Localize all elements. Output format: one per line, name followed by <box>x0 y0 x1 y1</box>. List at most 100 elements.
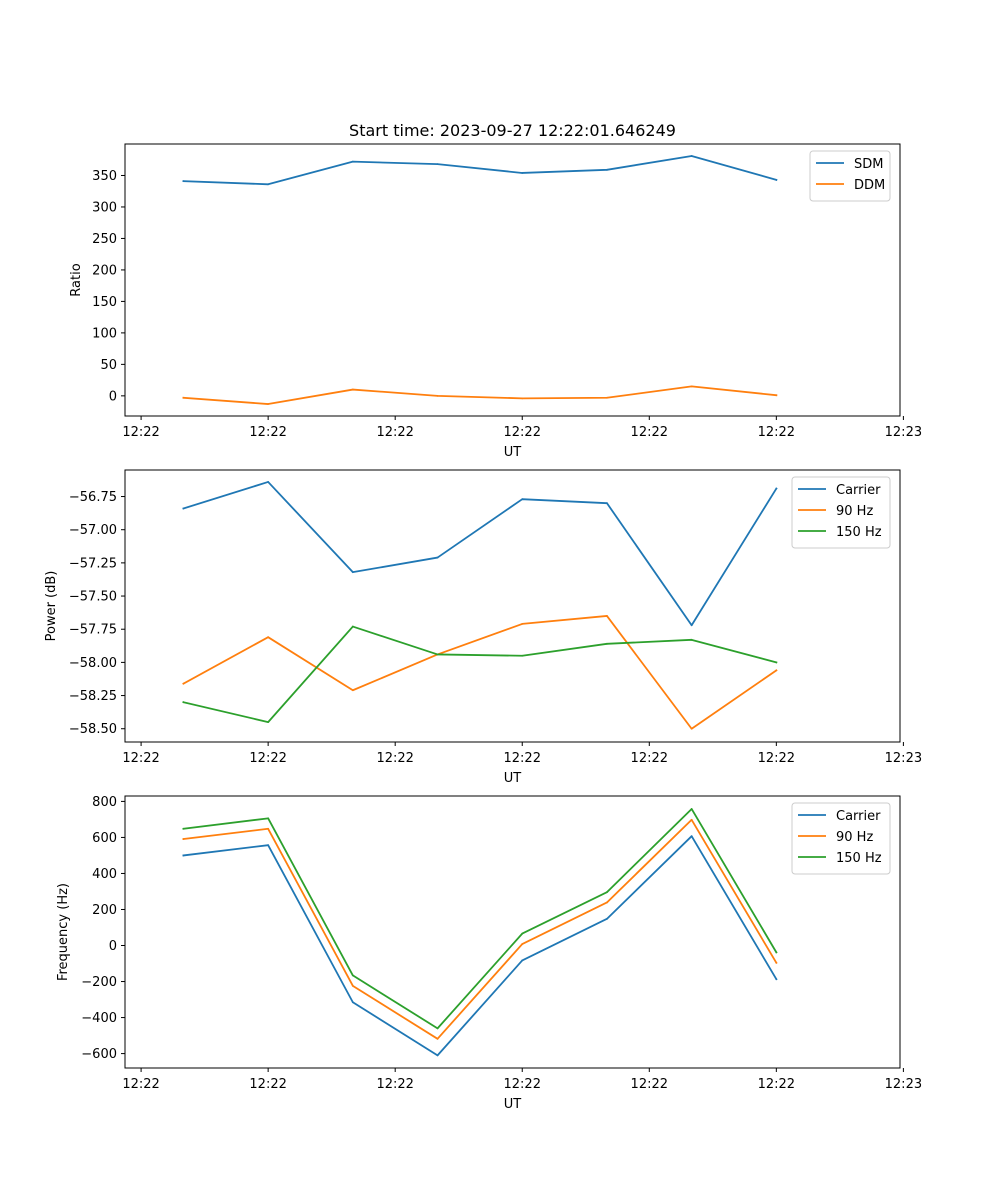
frequency-series-carrier-point <box>267 844 270 847</box>
ratio-series-ddm-point <box>606 396 608 399</box>
ratio-x-tick-label: 12:22 <box>376 425 413 440</box>
frequency-series-carrier-point <box>436 1054 439 1057</box>
power-x-tick-label: 12:23 <box>885 751 922 766</box>
power-legend-label: Carrier <box>836 483 881 498</box>
frequency-y-tick-label: −400 <box>81 1011 117 1026</box>
frequency-series-150-hz-point <box>182 827 185 830</box>
ratio-y-tick-label: 350 <box>92 169 117 184</box>
power-x-tick-label: 12:22 <box>249 751 286 766</box>
ratio-x-tick-label: 12:22 <box>122 425 159 440</box>
frequency-x-tick-label: 12:22 <box>249 1077 286 1092</box>
power-x-tick-label: 12:22 <box>122 751 159 766</box>
power-series-150-hz-point <box>775 661 778 664</box>
power-series-90-hz-line <box>182 615 778 730</box>
frequency-series-carrier-point <box>690 835 693 838</box>
ratio-series-sdm-point <box>351 160 354 163</box>
power-series-150-hz-line <box>182 625 778 723</box>
frequency-y-tick-label: 0 <box>109 939 117 954</box>
power-x-axis-label: UT <box>504 771 522 786</box>
power-series-150-hz-point <box>521 654 524 657</box>
power-y-tick-label: −57.25 <box>69 556 117 571</box>
ratio-x-tick-label: 12:22 <box>504 425 541 440</box>
frequency-y-tick-label: 200 <box>92 903 117 918</box>
frequency-legend-label: 150 Hz <box>836 851 882 866</box>
frequency-series-90-hz-line <box>182 818 778 1040</box>
ratio-series-ddm-point <box>351 388 354 391</box>
frequency-x-tick-label: 12:22 <box>122 1077 159 1092</box>
ratio-y-tick-label: 50 <box>100 358 117 373</box>
frequency-series-150-hz-point <box>351 974 354 977</box>
ratio-y-tick-label: 200 <box>92 263 117 278</box>
power-y-axis-label: Power (dB) <box>44 571 59 642</box>
frequency-series-90-hz-point <box>351 984 354 987</box>
power-series-carrier-point <box>182 507 185 510</box>
ratio-series-ddm-point <box>521 397 524 400</box>
power-series-carrier-point <box>775 487 778 490</box>
power-series-90-hz-point <box>351 689 354 692</box>
frequency-y-tick-label: 600 <box>92 831 117 846</box>
power-x-tick-label: 12:22 <box>631 751 668 766</box>
frequency-series-carrier-point <box>351 1001 354 1004</box>
power-x-tick-label: 12:22 <box>504 751 541 766</box>
ratio-series-ddm-point <box>182 396 185 399</box>
frequency-axes-frame <box>124 795 901 1069</box>
frequency-series-90-hz-point <box>267 827 270 830</box>
power-y-tick-label: −56.75 <box>69 490 117 505</box>
power-series-carrier-point <box>267 481 270 483</box>
ratio-x-tick-label: 12:22 <box>758 425 795 440</box>
figure-title: Start time: 2023-09-27 12:22:01.646249 <box>349 121 676 140</box>
power-y-tick-label: −57.00 <box>69 523 117 538</box>
frequency-x-axis-label: UT <box>504 1097 522 1112</box>
ratio-legend-label: SDM <box>854 157 883 172</box>
ratio-series-sdm-point <box>606 168 608 171</box>
ratio-series-ddm-point <box>775 394 778 397</box>
frequency-legend-label: 90 Hz <box>836 830 873 845</box>
power-series-90-hz-point <box>267 636 270 639</box>
power-y-tick-label: −57.50 <box>69 590 117 605</box>
ratio-series-ddm-point <box>267 403 270 405</box>
power-series-150-hz-point <box>351 625 354 628</box>
ratio-series-sdm-point <box>267 183 270 186</box>
power-y-tick-label: −58.50 <box>69 722 117 737</box>
ratio-series-sdm-point <box>182 180 185 183</box>
ratio-y-tick-label: 250 <box>92 232 117 247</box>
ratio-y-tick-label: 300 <box>92 200 117 215</box>
frequency-y-axis-label: Frequency (Hz) <box>56 883 71 981</box>
frequency-series-90-hz-point <box>521 943 524 945</box>
frequency-series-90-hz-point <box>182 838 185 840</box>
frequency-x-tick-label: 12:23 <box>885 1077 922 1092</box>
frequency-x-tick-label: 12:22 <box>376 1077 413 1092</box>
ratio-x-tick-label: 12:23 <box>885 425 922 440</box>
frequency-series-150-hz-point <box>690 808 693 810</box>
ratio-x-tick-label: 12:22 <box>631 425 668 440</box>
ratio-panel: 12:22 12:22 12:22 12:22 12:22 12:22 12:23 0 50 10… <box>69 143 922 460</box>
power-series-90-hz-point <box>521 623 524 625</box>
frequency-panel: 12:22 12:22 12:22 12:22 12:22 12:22 12:23 −600 −… <box>56 795 922 1112</box>
power-series-90-hz-point <box>775 669 778 672</box>
power-series-carrier-point <box>690 624 693 627</box>
ratio-y-tick-label: 150 <box>92 295 117 310</box>
ratio-series-sdm-point <box>521 172 524 174</box>
power-legend-label: 90 Hz <box>836 504 873 519</box>
frequency-series-150-hz-point <box>775 951 778 954</box>
power-series-carrier-line <box>182 481 778 627</box>
power-series-90-hz-point <box>606 615 608 617</box>
ratio-series-ddm-line <box>182 385 778 405</box>
frequency-series-150-hz-point <box>606 891 608 894</box>
power-x-tick-label: 12:22 <box>376 751 413 766</box>
ratio-series-ddm-point <box>690 385 693 388</box>
frequency-y-tick-label: 400 <box>92 867 117 882</box>
power-y-tick-label: −57.75 <box>69 623 117 638</box>
frequency-series-carrier-point <box>521 959 524 962</box>
frequency-series-carrier-line <box>182 835 778 1057</box>
frequency-series-150-hz-point <box>436 1027 439 1030</box>
frequency-series-150-hz-point <box>267 817 270 820</box>
ratio-y-tick-label: 0 <box>109 389 117 404</box>
power-legend-label: 150 Hz <box>836 525 882 540</box>
ratio-x-tick-label: 12:22 <box>249 425 286 440</box>
power-series-carrier-point <box>351 571 354 574</box>
frequency-series-90-hz-point <box>775 961 778 964</box>
frequency-series-carrier-point <box>775 978 778 981</box>
ratio-y-tick-label: 100 <box>92 326 117 341</box>
